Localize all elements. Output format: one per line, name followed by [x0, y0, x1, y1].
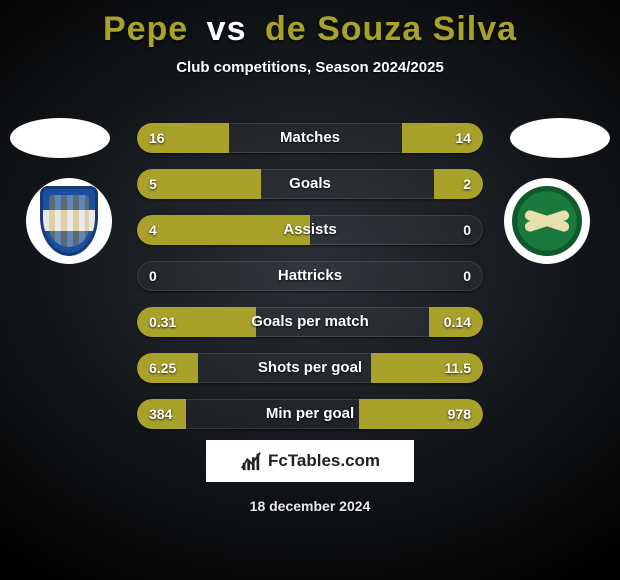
- stat-row: 40Assists: [137, 215, 483, 245]
- title-player2: de Souza Silva: [265, 10, 517, 48]
- stat-label: Matches: [137, 123, 483, 153]
- stat-label: Goals per match: [137, 307, 483, 337]
- watermark: FcTables.com: [206, 440, 414, 482]
- watermark-text: FcTables.com: [268, 451, 380, 471]
- player2-avatar-placeholder: [510, 118, 610, 158]
- stat-row: 00Hattricks: [137, 261, 483, 291]
- stats-container: 1614Matches 52Goals 40Assists 00Hattricks 0.…: [137, 123, 483, 429]
- stat-row: 0.310.14Goals per match: [137, 307, 483, 337]
- subtitle: Club competitions, Season 2024/2025: [0, 59, 620, 76]
- title-vs: vs: [199, 10, 255, 48]
- stat-row: 1614Matches: [137, 123, 483, 153]
- player1-avatar-placeholder: [10, 118, 110, 158]
- chart-icon: [240, 450, 262, 472]
- title-player1: Pepe: [103, 10, 188, 48]
- player2-club-badge: [504, 178, 590, 264]
- stat-label: Assists: [137, 215, 483, 245]
- player1-club-badge: [26, 178, 112, 264]
- stat-row: 52Goals: [137, 169, 483, 199]
- club-crest-left-icon: [40, 186, 98, 256]
- stat-label: Shots per goal: [137, 353, 483, 383]
- stat-row: 384978Min per goal: [137, 399, 483, 429]
- stat-row: 6.2511.5Shots per goal: [137, 353, 483, 383]
- stat-label: Hattricks: [137, 261, 483, 291]
- date-label: 18 december 2024: [0, 498, 620, 514]
- stat-label: Goals: [137, 169, 483, 199]
- stat-label: Min per goal: [137, 399, 483, 429]
- club-crest-right-icon: [512, 186, 582, 256]
- comparison-title: Pepe vs de Souza Silva: [0, 0, 620, 49]
